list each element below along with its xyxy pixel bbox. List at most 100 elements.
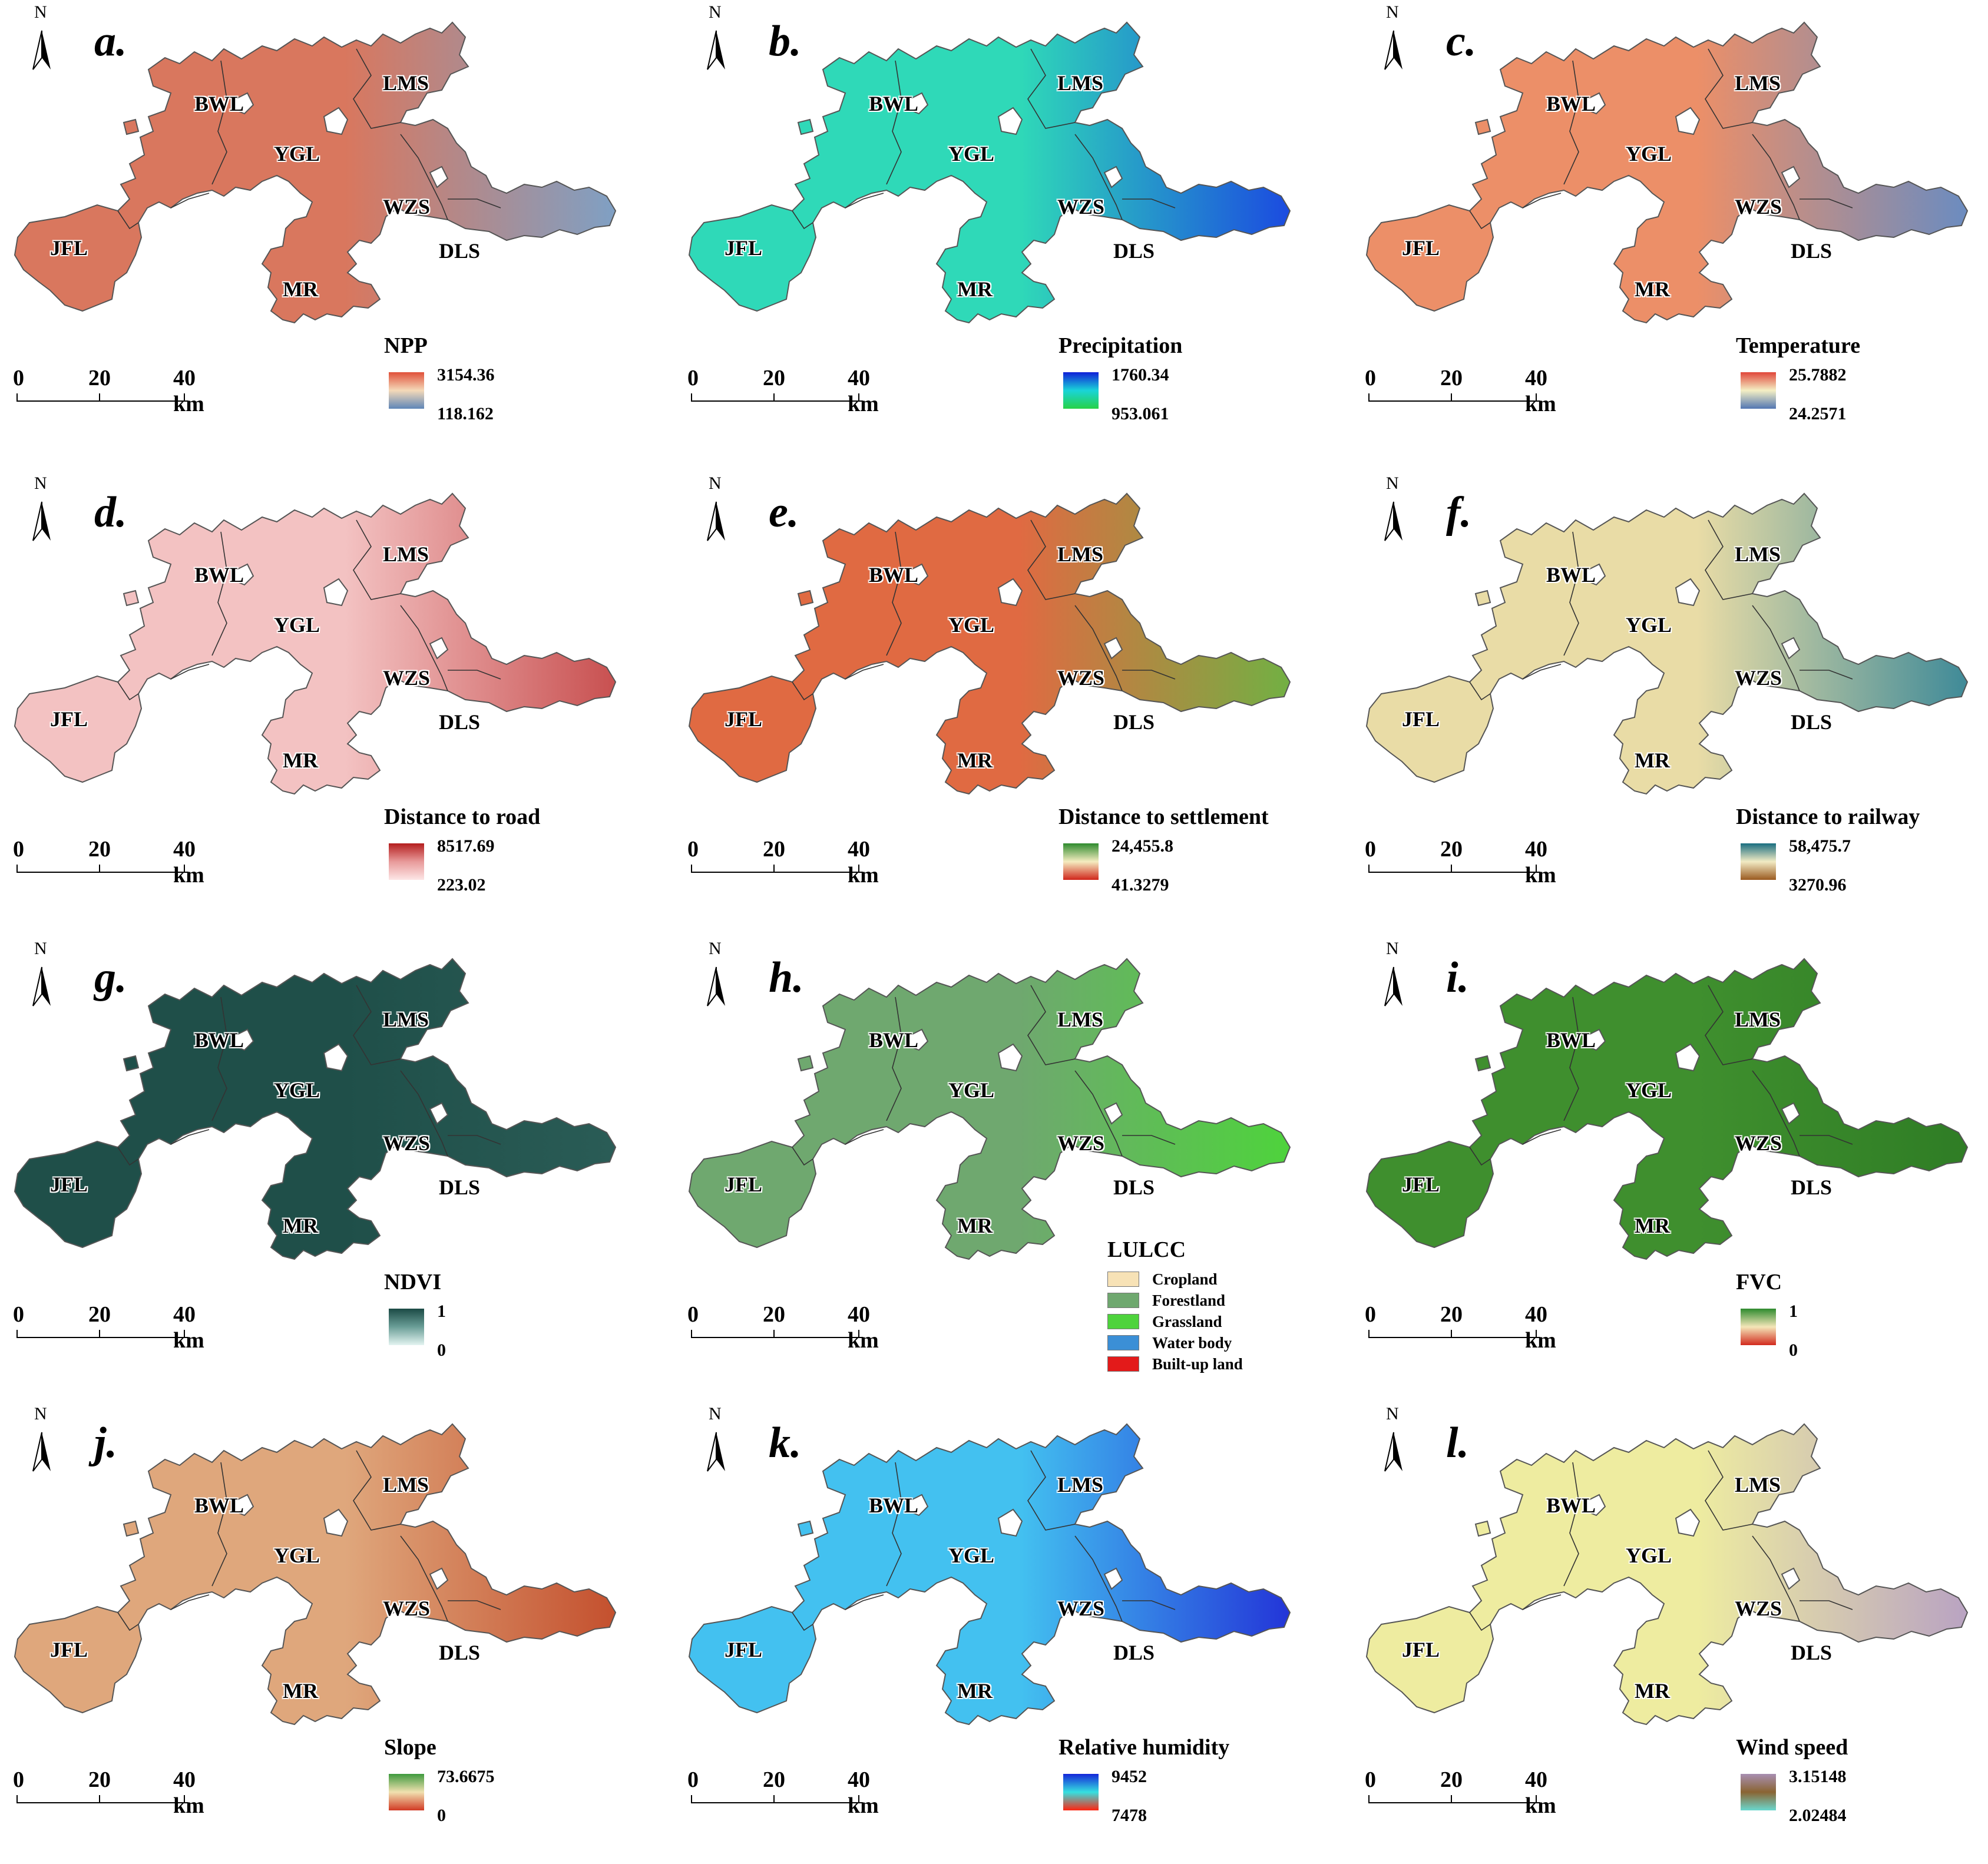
region-label-lms: LMS <box>1735 1473 1781 1497</box>
panel-letter: d. <box>94 488 127 537</box>
scale-line <box>1368 1802 1540 1803</box>
map-drawing-j <box>14 1423 617 1726</box>
legend-color-ramp <box>389 1774 424 1810</box>
legend-max-value: 3.15148 <box>1789 1767 1847 1786</box>
region-label-dls: DLS <box>1113 239 1155 263</box>
scale-label: 0 <box>1365 837 1376 862</box>
north-label: N <box>1386 474 1399 493</box>
water-body-label: Water body <box>1152 1333 1232 1352</box>
scale-label: 0 <box>13 366 24 390</box>
lulcc-item-cropland: Cropland <box>1107 1269 1243 1290</box>
district-boundary <box>1563 996 1579 1121</box>
scale-tick <box>184 1330 185 1338</box>
region-label-ygl: YGL <box>948 1544 995 1567</box>
scale-label: 0 <box>13 1767 24 1792</box>
district-boundary <box>448 1600 501 1610</box>
legend-max-value: 9452 <box>1112 1767 1147 1786</box>
scale-label: 0 <box>1365 1302 1376 1327</box>
district-boundary <box>1752 605 1800 691</box>
region-label-ygl: YGL <box>1626 1544 1672 1567</box>
scale-label: 20 <box>1440 366 1463 390</box>
scale-tick <box>99 1795 100 1803</box>
scale-tick <box>773 865 775 873</box>
legend-max-value: 1760.34 <box>1112 365 1169 385</box>
legend-title: Distance to road <box>384 804 541 829</box>
region-label-mr: MR <box>957 1214 993 1237</box>
study-area-d <box>14 492 617 795</box>
study-area-f <box>1365 492 1969 795</box>
scale-tick <box>691 1330 692 1338</box>
district-boundary <box>211 1462 227 1587</box>
study-area-j <box>14 1423 617 1726</box>
region-label-jfl: JFL <box>1402 1638 1440 1661</box>
region-label-dls: DLS <box>1113 1176 1155 1199</box>
scale-label: 0 <box>687 837 699 862</box>
region-label-jfl: JFL <box>725 1173 763 1196</box>
region-label-mr: MR <box>1635 1679 1670 1703</box>
scale-label: 40 km <box>848 1767 879 1818</box>
region-label-mr: MR <box>957 277 993 301</box>
scale-tick <box>1451 1330 1452 1338</box>
scale-label: 40 km <box>848 837 879 888</box>
scale-tick <box>1368 393 1370 402</box>
scale-bar: 0 20 40 km <box>1365 1302 1557 1353</box>
scale-tick <box>99 393 100 402</box>
scale-label: 0 <box>13 837 24 862</box>
district-boundary <box>1122 1600 1176 1610</box>
region-label-lms: LMS <box>383 71 429 95</box>
region-label-dls: DLS <box>1791 1176 1832 1199</box>
region-label-jfl: JFL <box>725 1638 763 1661</box>
region-label-wzs: WZS <box>1735 666 1782 690</box>
district-boundary <box>1027 48 1076 129</box>
region-label-dls: DLS <box>1791 1641 1832 1664</box>
region-label-ygl: YGL <box>948 613 995 637</box>
scale-bar: 0 20 40 km <box>687 365 879 416</box>
scale-tick <box>184 865 185 873</box>
scale-label: 40 km <box>1525 1767 1556 1818</box>
panel-letter: j. <box>94 1419 118 1467</box>
region-label-jfl: JFL <box>725 707 763 731</box>
scale-tick <box>1451 1795 1452 1803</box>
forestland-label: Forestland <box>1152 1291 1226 1309</box>
district-boundary <box>1027 1450 1076 1531</box>
region-label-ygl: YGL <box>274 142 320 165</box>
north-arrow-icon <box>1379 960 1408 1007</box>
scale-label: 0 <box>687 1302 699 1327</box>
region-label-jfl: JFL <box>1402 707 1440 731</box>
scale-label: 20 <box>88 837 111 862</box>
region-label-jfl: JFL <box>725 236 763 260</box>
grassland-swatch <box>1107 1314 1139 1329</box>
district-boundary <box>448 198 501 208</box>
scale-label: 40 km <box>173 1302 204 1353</box>
region-label-ygl: YGL <box>274 1544 320 1567</box>
region-label-lms: LMS <box>1057 71 1104 95</box>
district-boundary <box>211 996 227 1121</box>
grassland-label: Grassland <box>1152 1312 1222 1330</box>
scale-label: 20 <box>763 1767 785 1792</box>
north-label: N <box>1386 939 1399 958</box>
region-label-bwl: BWL <box>1546 92 1596 115</box>
region-label-dls: DLS <box>439 1641 481 1664</box>
region-label-bwl: BWL <box>1546 1494 1596 1517</box>
district-boundary <box>353 48 401 129</box>
region-label-bwl: BWL <box>869 92 919 115</box>
district-boundary <box>1705 48 1753 129</box>
region-label-wzs: WZS <box>383 1131 431 1155</box>
scale-tick <box>858 393 859 402</box>
region-label-jfl: JFL <box>50 236 88 260</box>
scale-label: 0 <box>687 366 699 390</box>
scale-label: 0 <box>687 1767 699 1792</box>
scale-label: 20 <box>763 837 785 862</box>
north-arrow-icon <box>27 24 57 71</box>
lulcc-item-built-up-land: Built-up land <box>1107 1353 1243 1375</box>
region-label-mr: MR <box>283 1214 318 1237</box>
district-boundary <box>1522 1129 1562 1145</box>
study-area-b <box>688 21 1291 324</box>
region-label-jfl: JFL <box>1402 1173 1440 1196</box>
region-label-ygl: YGL <box>948 1078 995 1102</box>
scale-line <box>1368 872 1540 873</box>
north-arrow-icon <box>1379 495 1408 542</box>
